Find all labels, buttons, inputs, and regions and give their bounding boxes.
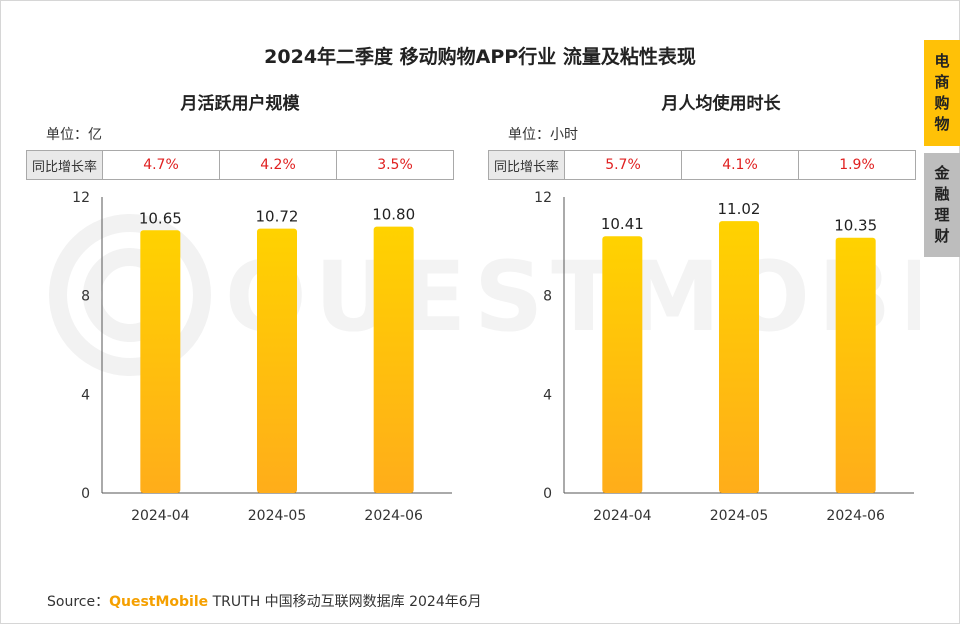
- x-tick-label: 2024-06: [826, 508, 885, 524]
- yoy-cell: 3.5%: [377, 157, 413, 173]
- yoy-cell: 5.7%: [565, 151, 682, 179]
- bar-2024-05: [719, 221, 759, 493]
- bar-value-label: 10.72: [256, 208, 299, 226]
- side-tab-char: 理: [934, 206, 950, 224]
- yoy-cell: 4.7%: [103, 151, 220, 179]
- yoy-cell: 1.9%: [839, 157, 875, 173]
- bar-chart-usage-time: 0 4 8 12 10.41 2024-04 11.02 2024-05 10.35 2024-0…: [534, 190, 914, 524]
- side-tab-finance[interactable]: 金 融 理 财: [924, 153, 960, 257]
- source-note: Source：QuestMobile TRUTH 中国移动互联网数据库 2024…: [47, 591, 482, 611]
- page-title: 2024年二季度 移动购物APP行业 流量及粘性表现: [264, 46, 696, 68]
- side-tab-char: 商: [934, 73, 950, 91]
- x-tick-label: 2024-05: [248, 508, 307, 524]
- x-tick-label: 2024-05: [710, 508, 769, 524]
- y-tick-label: 8: [543, 289, 552, 305]
- bar-value-label: 10.65: [139, 209, 182, 227]
- bar-2024-04: [602, 236, 643, 493]
- y-tick-label: 4: [81, 387, 90, 403]
- side-tab-char: 金: [934, 164, 950, 182]
- y-tick-label: 0: [81, 486, 90, 502]
- yoy-header: 同比增长率: [27, 151, 103, 179]
- yoy-row-mau: 同比增长率 4.7% 4.2% 3.5%: [26, 150, 454, 180]
- bar-value-label: 10.35: [834, 217, 877, 235]
- bar-2024-04: [140, 230, 181, 494]
- source-suffix: TRUTH 中国移动互联网数据库 2024年6月: [212, 594, 482, 610]
- bar-chart-mau: 0 4 8 12 10.65 2024-04 10.72 2024-05 10.80 2024-0…: [72, 190, 452, 524]
- bar-value-label: 10.80: [372, 206, 415, 224]
- yoy-cell: 4.2%: [220, 151, 337, 179]
- bar-2024-06: [835, 237, 876, 493]
- x-tick-label: 2024-06: [364, 508, 423, 524]
- bar-value-label: 10.41: [601, 215, 644, 233]
- chart-title-mau: 月活跃用户规模: [180, 94, 300, 114]
- y-tick-label: 0: [543, 486, 552, 502]
- bar-2024-05: [257, 228, 297, 493]
- yoy-cell: 4.1%: [682, 151, 799, 179]
- chart-title-usage-time: 月人均使用时长: [661, 94, 781, 114]
- bar-value-label: 11.02: [718, 200, 761, 218]
- unit-label-usage-time: 单位：小时: [508, 127, 578, 143]
- unit-label-mau: 单位：亿: [46, 127, 102, 143]
- side-tab-char: 购: [934, 94, 950, 112]
- side-tab-char: 物: [934, 115, 950, 133]
- side-tab-ecommerce[interactable]: 电 商 购 物: [924, 40, 960, 146]
- bar-2024-06: [373, 226, 414, 493]
- x-tick-label: 2024-04: [131, 508, 190, 524]
- y-tick-label: 4: [543, 387, 552, 403]
- y-tick-label: 12: [534, 190, 552, 206]
- side-tab-char: 财: [934, 227, 950, 245]
- side-tab-char: 电: [934, 52, 950, 70]
- y-tick-label: 12: [72, 190, 90, 206]
- y-tick-label: 8: [81, 289, 90, 305]
- yoy-row-usage-time: 同比增长率 5.7% 4.1% 1.9%: [488, 150, 916, 180]
- side-tab-char: 融: [934, 185, 950, 203]
- yoy-header: 同比增长率: [489, 151, 565, 179]
- source-prefix: Source：: [47, 594, 110, 610]
- source-brand: QuestMobile: [109, 594, 209, 610]
- x-tick-label: 2024-04: [593, 508, 652, 524]
